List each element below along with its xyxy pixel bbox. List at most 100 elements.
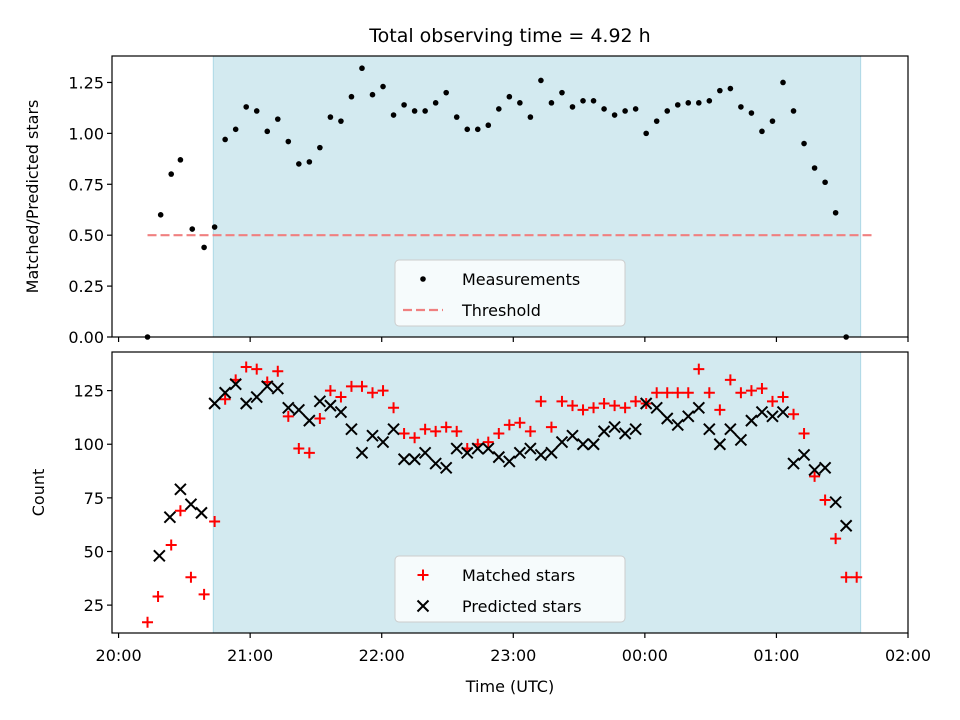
data-point: [717, 87, 723, 94]
data-point: [209, 515, 221, 527]
data-point: [756, 382, 768, 394]
data-point: [766, 395, 778, 407]
data-point: [408, 453, 421, 466]
data-point: [464, 126, 471, 133]
data-point: [367, 387, 379, 399]
y-tick-label: 0.25: [68, 277, 104, 296]
data-point: [629, 423, 642, 436]
data-point: [345, 423, 358, 436]
plot-frame: [111, 55, 909, 338]
data-point: [453, 114, 460, 120]
legend-label: Matched stars: [462, 566, 575, 585]
data-point: [152, 591, 164, 603]
data-point: [369, 91, 376, 98]
data-point: [165, 539, 177, 551]
data-point: [440, 421, 452, 433]
data-point: [482, 436, 494, 448]
data-point: [769, 118, 776, 124]
series-predicted-stars: [153, 377, 853, 562]
data-point: [411, 108, 418, 114]
data-point: [714, 404, 726, 416]
data-point: [251, 363, 263, 375]
data-point: [451, 425, 463, 437]
data-point: [745, 385, 757, 397]
chart-title: Total observing time = 4.92 h: [368, 25, 650, 47]
data-point: [776, 405, 790, 419]
data-point: [303, 414, 316, 427]
data-point: [492, 450, 506, 464]
data-point: [643, 130, 649, 137]
data-point: [766, 410, 779, 423]
data-point: [693, 363, 705, 375]
data-point: [163, 510, 177, 524]
data-point: [724, 374, 736, 386]
data-point: [240, 361, 252, 373]
data-point: [306, 159, 313, 165]
data-point: [418, 446, 432, 460]
data-point: [409, 432, 421, 444]
data-point: [787, 457, 800, 470]
x-tick-label: 02:00: [885, 646, 931, 665]
data-point: [797, 448, 811, 462]
data-point: [503, 455, 516, 468]
data-point: [706, 97, 713, 104]
data-point: [811, 165, 818, 171]
data-point: [790, 108, 797, 114]
legend-marker-plus: [417, 569, 429, 581]
data-point: [461, 446, 474, 460]
data-point: [524, 442, 537, 455]
data-point: [229, 377, 242, 391]
data-point: [622, 108, 628, 114]
y-tick-label: 50: [84, 542, 104, 561]
data-point: [559, 89, 565, 96]
data-point: [590, 97, 597, 104]
x-tick-label: 01:00: [753, 646, 799, 665]
legend: Matched stars Predicted stars: [394, 555, 626, 623]
y-tick-label: 25: [84, 596, 104, 615]
legend-box: [394, 259, 626, 327]
data-point: [724, 423, 737, 436]
data-point: [271, 382, 284, 395]
data-point: [619, 402, 631, 414]
y-tick-label: 0.00: [68, 328, 104, 347]
data-point: [387, 423, 400, 436]
data-point: [569, 104, 576, 110]
data-point: [157, 212, 164, 218]
data-point: [335, 391, 347, 403]
data-point: [664, 108, 671, 114]
data-point: [696, 100, 702, 106]
data-point: [282, 401, 295, 414]
data-point: [601, 106, 607, 112]
data-point: [432, 100, 439, 106]
data-point: [538, 77, 544, 84]
data-point: [195, 506, 208, 520]
data-point: [777, 391, 789, 403]
y-tick-label: 1.25: [68, 73, 104, 92]
data-point: [174, 505, 186, 517]
data-point: [524, 425, 536, 437]
data-point: [840, 571, 852, 583]
data-point: [609, 400, 621, 412]
data-point: [651, 387, 663, 399]
data-point: [359, 65, 365, 72]
data-point: [313, 395, 327, 408]
data-point: [822, 179, 828, 186]
data-point: [177, 157, 184, 163]
data-point: [482, 442, 495, 455]
data-point: [535, 395, 547, 407]
data-point: [692, 401, 706, 414]
data-point: [471, 442, 484, 455]
data-point: [285, 138, 292, 145]
data-point: [222, 136, 228, 143]
data-point: [630, 395, 642, 407]
data-point: [282, 410, 294, 422]
x-tick-label: 21:00: [227, 646, 273, 665]
data-point: [355, 446, 369, 460]
data-point: [650, 401, 663, 414]
data-point: [780, 79, 786, 86]
data-point: [577, 404, 589, 416]
data-point: [580, 97, 586, 104]
x-tick-label: 20:00: [96, 646, 142, 665]
data-point: [377, 385, 389, 397]
data-point: [380, 83, 386, 90]
